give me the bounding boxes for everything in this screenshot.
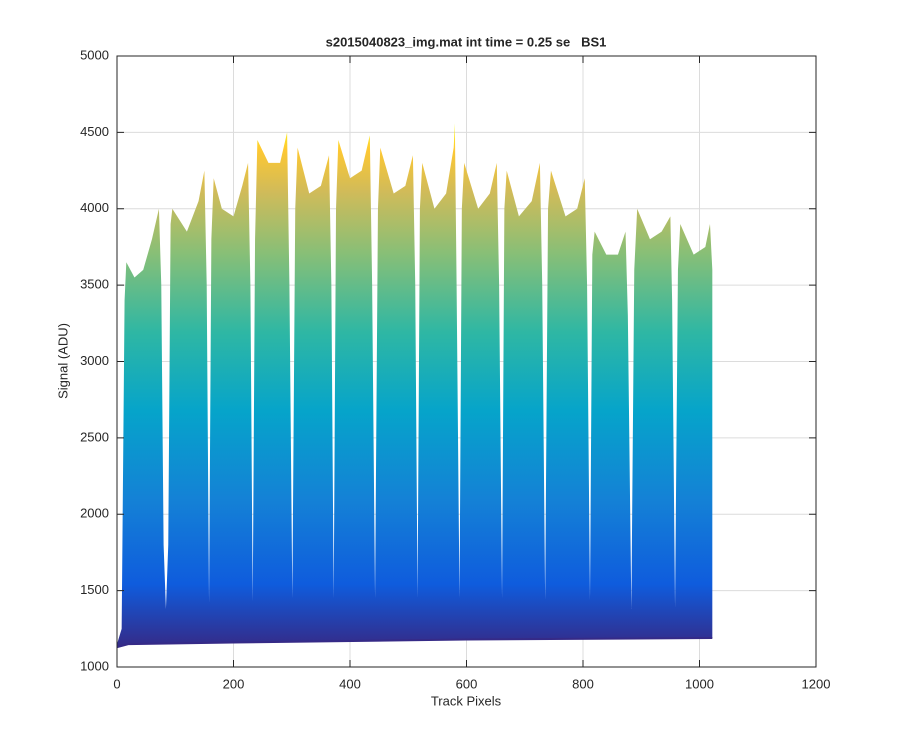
y-tick-label: 4500: [80, 124, 109, 139]
x-tick-label: 1000: [685, 676, 714, 691]
y-tick-label: 2500: [80, 429, 109, 444]
chart-title: s2015040823_img.mat int time = 0.25 se B…: [326, 34, 607, 49]
y-tick-label: 4000: [80, 200, 109, 215]
x-tick-label: 0: [113, 676, 120, 691]
baseline-line: [116, 636, 713, 649]
y-tick-label: 1000: [80, 658, 109, 673]
y-tick-label: 1500: [80, 582, 109, 597]
y-axis-label: Signal (ADU): [55, 323, 70, 399]
y-tick-label: 3000: [80, 353, 109, 368]
x-tick-label: 1200: [802, 676, 831, 691]
y-tick-label: 3500: [80, 277, 109, 292]
y-tick-label: 2000: [80, 506, 109, 521]
x-tick-label: 600: [456, 676, 478, 691]
signal-area: [117, 123, 713, 648]
x-tick-label: 400: [339, 676, 361, 691]
x-axis-label: Track Pixels: [431, 693, 502, 708]
x-tick-label: 800: [572, 676, 594, 691]
x-tick-label: 200: [223, 676, 245, 691]
y-tick-label: 5000: [80, 47, 109, 62]
